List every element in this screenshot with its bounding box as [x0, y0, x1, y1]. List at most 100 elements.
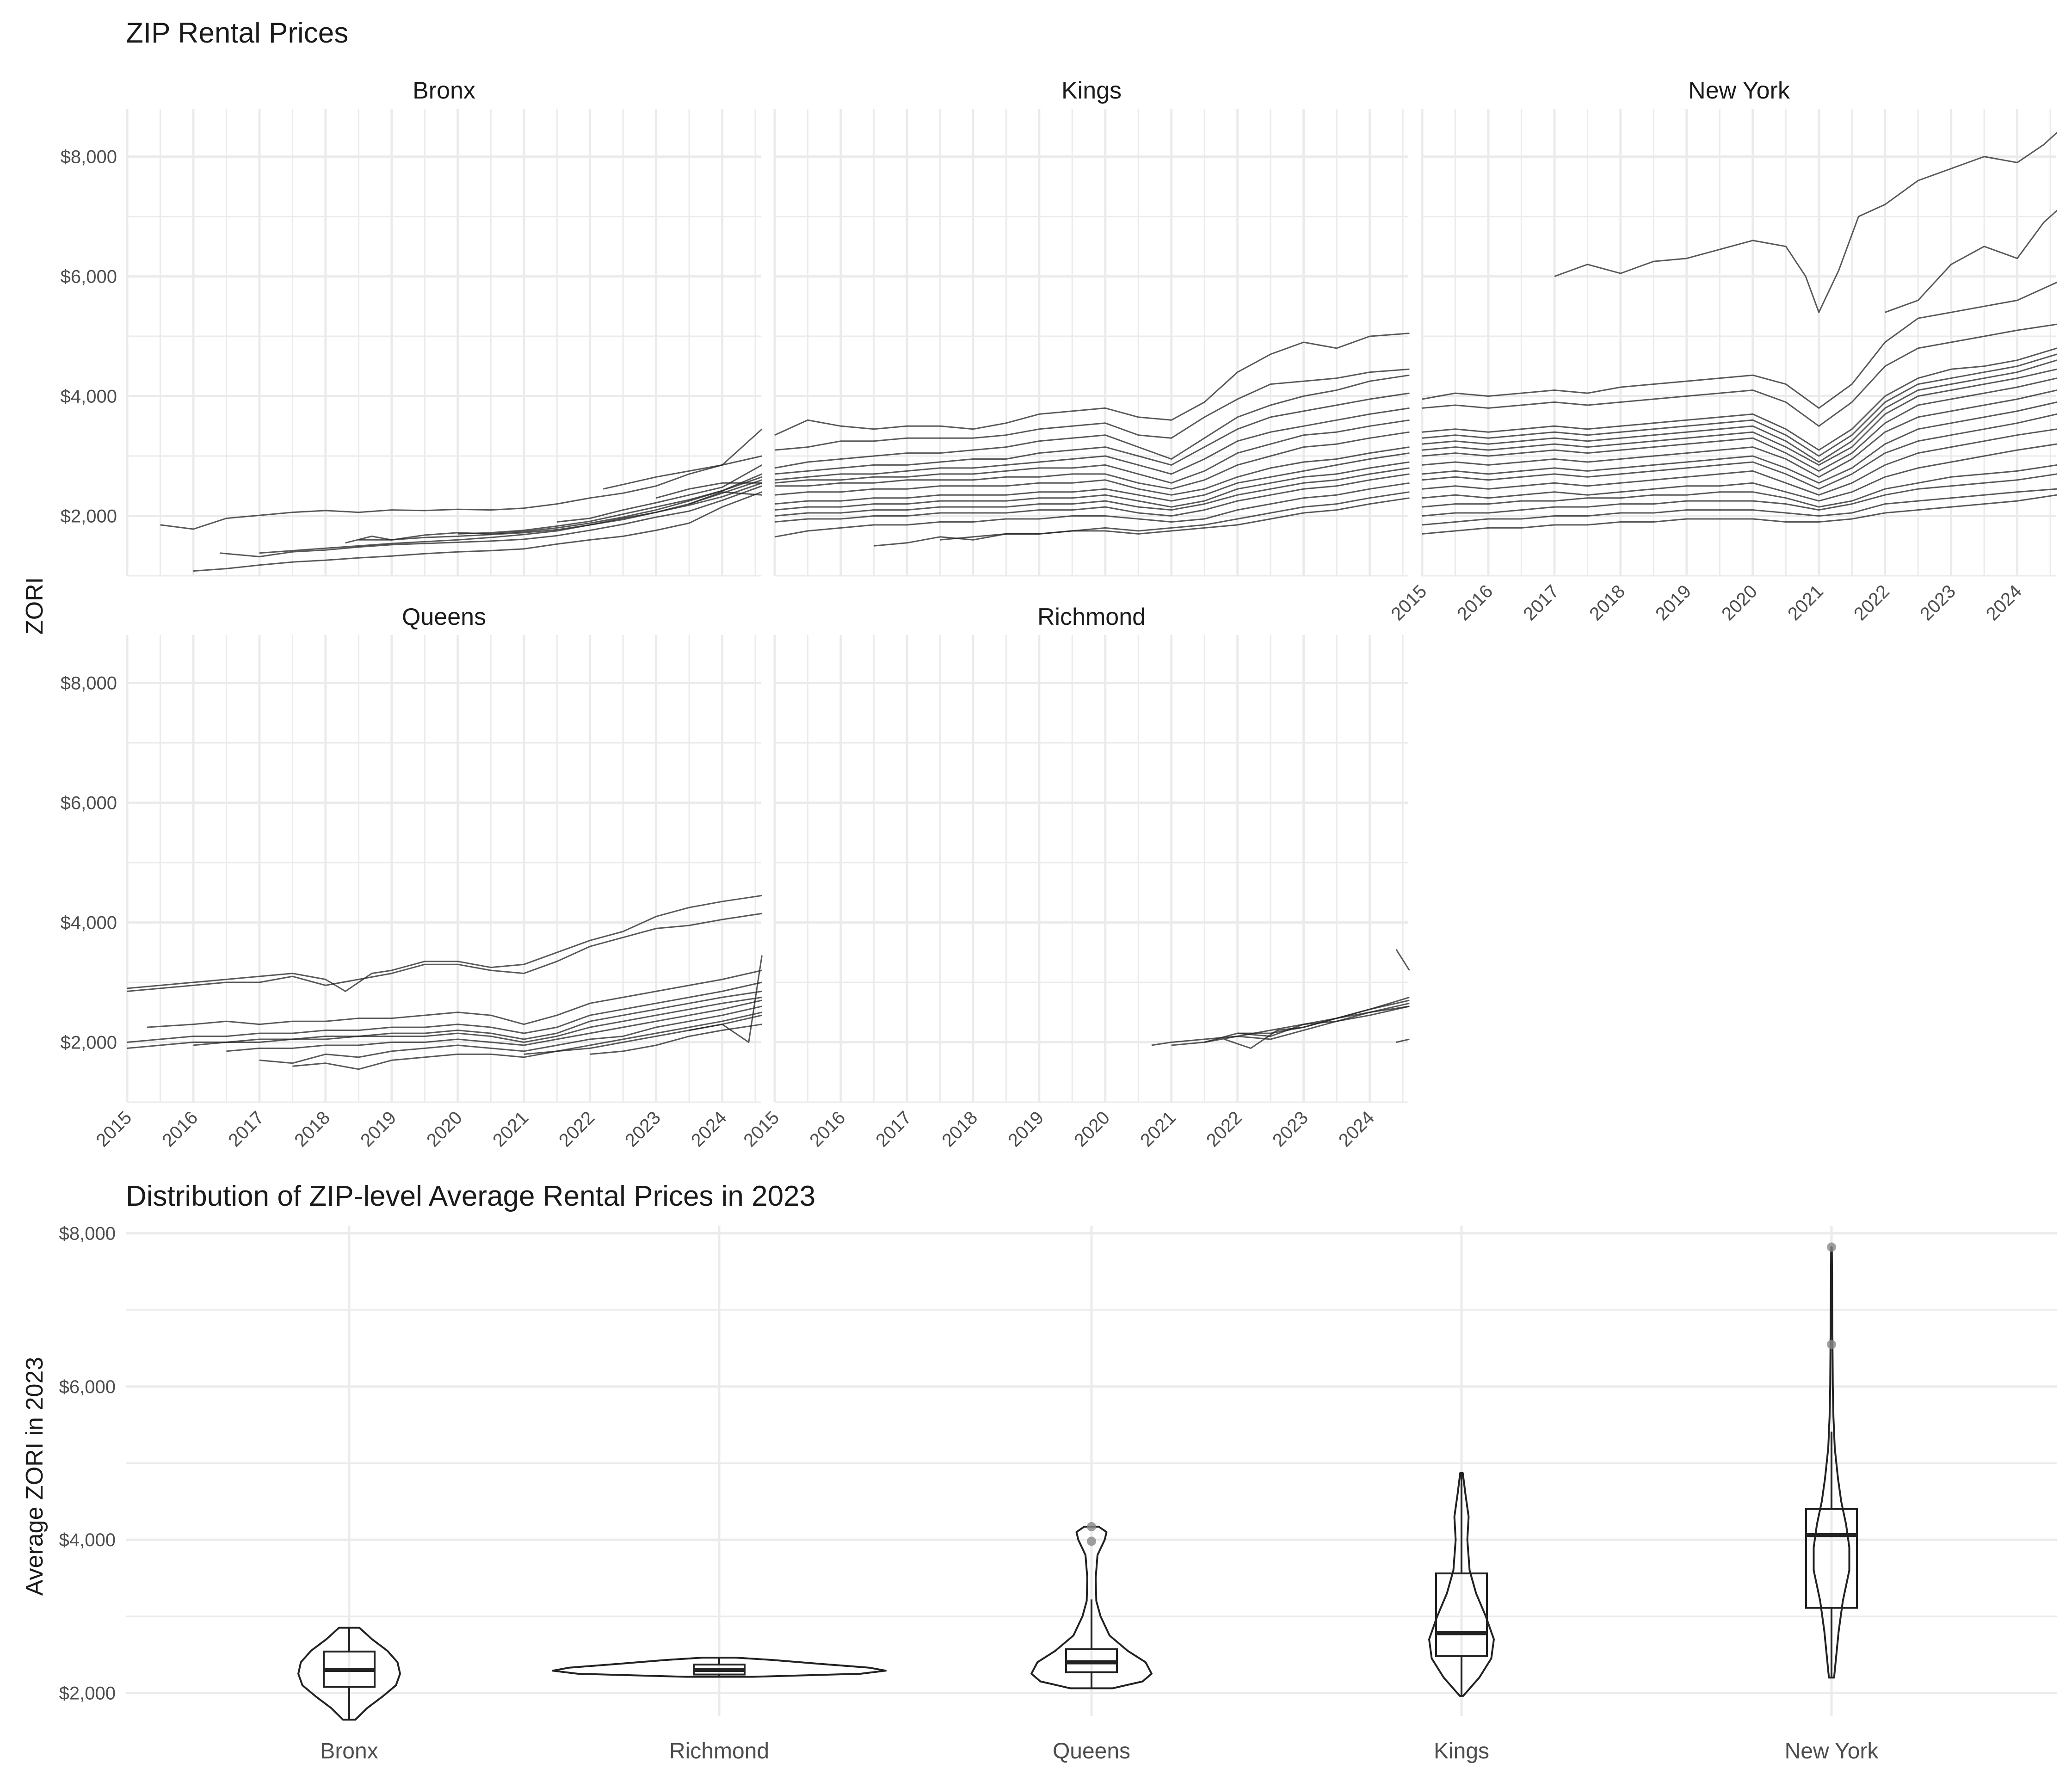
zip-line	[689, 491, 762, 505]
zip-line	[292, 1011, 762, 1070]
zip-line	[940, 497, 1410, 541]
group-new-york: New York	[1785, 1242, 1879, 1764]
zip-line	[193, 996, 762, 1046]
zip-line	[603, 428, 763, 490]
group-kings: Kings	[1428, 1472, 1495, 1764]
facet-label-new-york: New York	[1688, 77, 1790, 104]
zip-line	[1422, 389, 2057, 478]
group-bronx: Bronx	[297, 1627, 401, 1764]
zip-line	[160, 455, 762, 530]
zip-line	[775, 431, 1410, 490]
x-tick-label-richmond: Richmond	[669, 1739, 769, 1764]
y-tick-label: $4,000	[59, 1530, 116, 1550]
facet-label-richmond: Richmond	[1037, 604, 1146, 630]
chart-title-distribution: Distribution of ZIP-level Average Rental…	[126, 1180, 815, 1212]
zip-line	[1395, 949, 1410, 971]
zip-line	[557, 464, 763, 523]
zip-line	[1422, 494, 2057, 535]
violin-bronx	[297, 1627, 401, 1721]
zip-line	[259, 1005, 762, 1064]
zip-line	[1422, 359, 2057, 463]
x-tick-label-queens: Queens	[1053, 1739, 1130, 1764]
y-tick-label: $2,000	[61, 506, 117, 527]
zip-line	[1422, 347, 2057, 451]
y-tick-label: $6,000	[61, 267, 117, 287]
zip-line	[774, 467, 1410, 517]
zip-line	[127, 981, 762, 1043]
zip-line	[1422, 488, 2057, 526]
zip-line	[774, 407, 1410, 481]
zip-line	[1422, 413, 2057, 490]
y-tick-label: $8,000	[61, 147, 117, 167]
y-axis-label-zori: ZORI	[21, 577, 48, 635]
box-new-york	[1805, 1508, 1858, 1609]
violin-kings	[1428, 1472, 1495, 1697]
y-tick-label: $2,000	[61, 1033, 117, 1053]
facet-label-kings: Kings	[1061, 77, 1122, 104]
zip-line	[226, 999, 762, 1052]
chart-title-zip-rental-prices: ZIP Rental Prices	[126, 17, 348, 49]
zip-line	[127, 894, 762, 992]
violin-panel: $2,000 $4,000 $6,000 $8,000 Bronx Richmond Que…	[59, 1224, 2057, 1764]
outlier-point	[1827, 1242, 1836, 1252]
zip-line	[1224, 996, 1410, 1049]
zip-line	[774, 333, 1410, 436]
zip-line	[1422, 282, 2058, 409]
zip-line	[774, 374, 1410, 469]
zip-line	[774, 473, 1410, 523]
zip-line	[219, 485, 762, 558]
zip-line	[1422, 353, 2057, 457]
zip-line	[147, 969, 762, 1028]
outlier-point	[1087, 1536, 1096, 1546]
zip-line	[774, 446, 1410, 496]
facet-bronx: Bronx $2,000 $4,000 $6,000 $8,000	[61, 77, 763, 577]
zip-line	[774, 482, 1410, 538]
group-queens: Queens	[1030, 1522, 1153, 1764]
zip-line	[457, 473, 762, 535]
zip-line	[1422, 323, 2057, 427]
x-tick-label-kings: Kings	[1434, 1739, 1489, 1764]
zip-line	[1422, 401, 2057, 484]
y-tick-label: $6,000	[61, 793, 117, 814]
y-tick-label: $2,000	[59, 1683, 116, 1703]
y-tick-label: $8,000	[59, 1224, 116, 1244]
zip-line	[1422, 428, 2057, 496]
zip-line	[1885, 210, 2058, 313]
zip-line	[774, 419, 1410, 484]
x-tick-label-bronx: Bronx	[320, 1739, 378, 1764]
group-richmond: Richmond	[552, 1657, 887, 1764]
zip-line	[1422, 464, 2057, 508]
zip-line	[193, 491, 762, 572]
zip-line	[1554, 132, 2058, 313]
zip-line	[1204, 1005, 1410, 1043]
x-tick-label-new-york: New York	[1785, 1739, 1879, 1764]
zip-line	[774, 461, 1410, 511]
y-tick-label: $4,000	[61, 913, 117, 933]
zip-line	[774, 392, 1410, 475]
zip-line	[656, 482, 762, 499]
zip-line	[774, 368, 1410, 451]
zip-line	[1422, 368, 2057, 466]
zip-line	[1237, 1005, 1410, 1037]
outlier-point	[1087, 1522, 1096, 1531]
facet-label-bronx: Bronx	[413, 77, 475, 104]
box-kings	[1435, 1572, 1488, 1657]
y-tick-label: $8,000	[61, 673, 117, 694]
y-axis-label-average-zori: Average ZORI in 2023	[21, 1357, 48, 1596]
zip-line	[1422, 377, 2057, 472]
zip-line	[127, 913, 762, 992]
zip-line	[774, 452, 1410, 505]
facet-kings: Kings	[773, 77, 1410, 577]
y-tick-label: $4,000	[61, 387, 117, 407]
y-tick-label: $6,000	[59, 1377, 116, 1397]
zip-line	[874, 491, 1410, 547]
violin-queens	[1030, 1525, 1153, 1690]
facet-label-queens: Queens	[402, 604, 486, 630]
outlier-point	[1827, 1339, 1836, 1349]
zip-line	[1422, 443, 2057, 502]
zip-line	[1422, 473, 2057, 517]
zip-line	[1151, 1002, 1410, 1046]
zip-line	[1396, 1038, 1410, 1043]
